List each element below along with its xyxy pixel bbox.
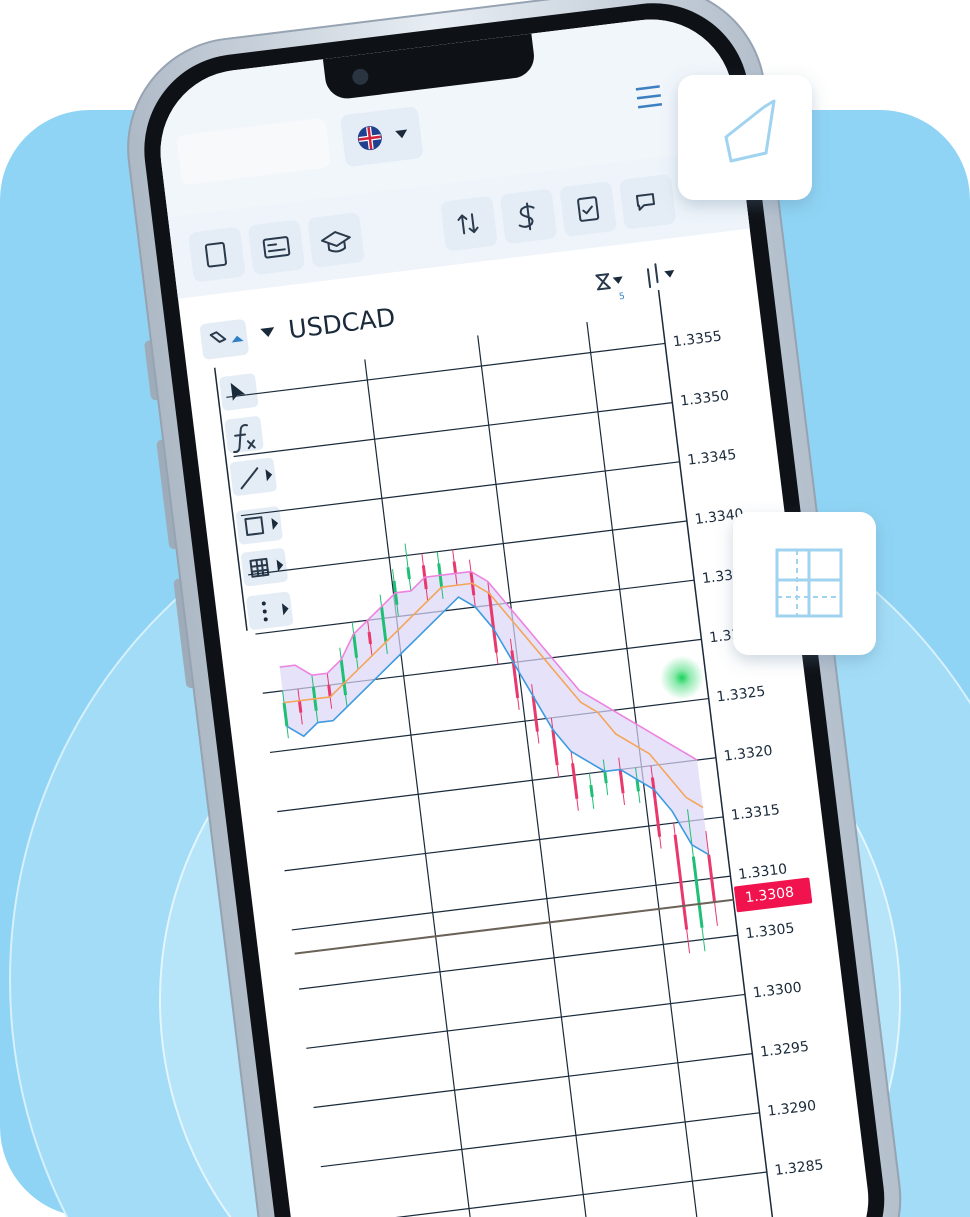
last-price-label: 1.3308 bbox=[744, 884, 795, 906]
candle-body bbox=[650, 777, 662, 837]
indicator-line bbox=[286, 596, 710, 856]
trendline-tool[interactable] bbox=[229, 457, 277, 496]
last-price-line bbox=[294, 898, 734, 955]
menu-button[interactable] bbox=[635, 85, 663, 109]
phone: USDCAD 5 1.32801.32851.32901.32951.33001… bbox=[127, 0, 902, 1217]
more-tools[interactable] bbox=[246, 591, 294, 630]
y-tick-label: 1.3325 bbox=[716, 684, 767, 706]
grid-line bbox=[298, 934, 738, 990]
toolbar-button[interactable] bbox=[248, 219, 306, 275]
language-button[interactable] bbox=[340, 106, 424, 167]
candle-body bbox=[603, 771, 608, 784]
glow-dot bbox=[659, 655, 704, 700]
candle-body bbox=[380, 606, 388, 643]
last-price-tag bbox=[734, 877, 813, 913]
y-tick-label: 1.3310 bbox=[737, 861, 788, 883]
interval-badge: 5 bbox=[619, 292, 626, 303]
toolbar-button[interactable] bbox=[500, 188, 558, 244]
candle-body bbox=[452, 561, 458, 574]
candle-body bbox=[635, 779, 640, 792]
grid-line bbox=[248, 520, 687, 576]
floating-card bbox=[733, 512, 876, 655]
indicator-tool[interactable] bbox=[224, 416, 264, 454]
toolbar-button[interactable] bbox=[559, 181, 617, 237]
grid-line bbox=[313, 1053, 753, 1109]
y-tick-label: 1.3300 bbox=[752, 980, 803, 1002]
grid-line bbox=[240, 461, 680, 517]
toolbar-button[interactable] bbox=[188, 227, 246, 283]
candle-body bbox=[282, 702, 289, 727]
grid-line bbox=[320, 1112, 760, 1168]
y-tick-label: 1.3315 bbox=[730, 802, 781, 824]
floating-card bbox=[678, 75, 812, 200]
candle-wick bbox=[404, 543, 412, 591]
shape-tool[interactable] bbox=[235, 506, 283, 545]
symbol-dropdown[interactable] bbox=[260, 327, 275, 338]
candle-body bbox=[352, 633, 359, 658]
y-tick-label: 1.3320 bbox=[723, 743, 774, 765]
candle-body bbox=[589, 784, 594, 798]
candle-body bbox=[406, 567, 411, 580]
grid-line bbox=[226, 342, 666, 398]
candle-body bbox=[551, 729, 559, 766]
toolbar-button[interactable] bbox=[307, 212, 365, 268]
y-tick-label: 1.3290 bbox=[767, 1098, 818, 1120]
chart-type-button[interactable] bbox=[646, 262, 675, 289]
candle-body bbox=[531, 695, 539, 732]
y-tick-label: 1.3305 bbox=[745, 920, 796, 942]
logo-placeholder bbox=[177, 118, 331, 185]
grid-line bbox=[284, 816, 724, 872]
notch bbox=[322, 33, 534, 99]
toolbar-button[interactable] bbox=[619, 174, 677, 230]
y-tick-label: 1.3355 bbox=[672, 329, 723, 351]
candle-body bbox=[707, 854, 717, 903]
grid-line bbox=[291, 875, 731, 931]
candle-body bbox=[618, 769, 625, 794]
indicator-line bbox=[283, 582, 704, 809]
candle-body bbox=[339, 659, 348, 696]
candle-body bbox=[367, 631, 373, 645]
candle-body bbox=[297, 700, 303, 713]
price-chart: 1.32801.32851.32901.32951.33001.33051.33… bbox=[226, 289, 832, 1217]
candle-body bbox=[327, 684, 332, 698]
grid-line bbox=[233, 402, 673, 458]
toolbar-button[interactable] bbox=[440, 196, 498, 252]
fibonacci-tool[interactable] bbox=[240, 548, 288, 587]
y-tick-label: 1.3345 bbox=[687, 447, 738, 469]
grid-line bbox=[269, 697, 709, 754]
candle-body bbox=[691, 856, 704, 928]
y-tick-label: 1.3285 bbox=[774, 1157, 825, 1179]
band-fill bbox=[279, 571, 709, 855]
cursor-tool[interactable] bbox=[219, 373, 259, 411]
interval-button[interactable] bbox=[595, 272, 624, 291]
y-tick-label: 1.3350 bbox=[679, 388, 730, 410]
indicator-line bbox=[279, 570, 698, 761]
y-tick-label: 1.3295 bbox=[759, 1039, 810, 1061]
candle-body bbox=[487, 593, 498, 653]
candle-body bbox=[571, 763, 579, 800]
grid-line bbox=[306, 993, 746, 1049]
y-tick-label: 1.3340 bbox=[694, 506, 745, 528]
drawing-tool-button[interactable] bbox=[199, 319, 249, 360]
price-axis bbox=[657, 289, 782, 1217]
